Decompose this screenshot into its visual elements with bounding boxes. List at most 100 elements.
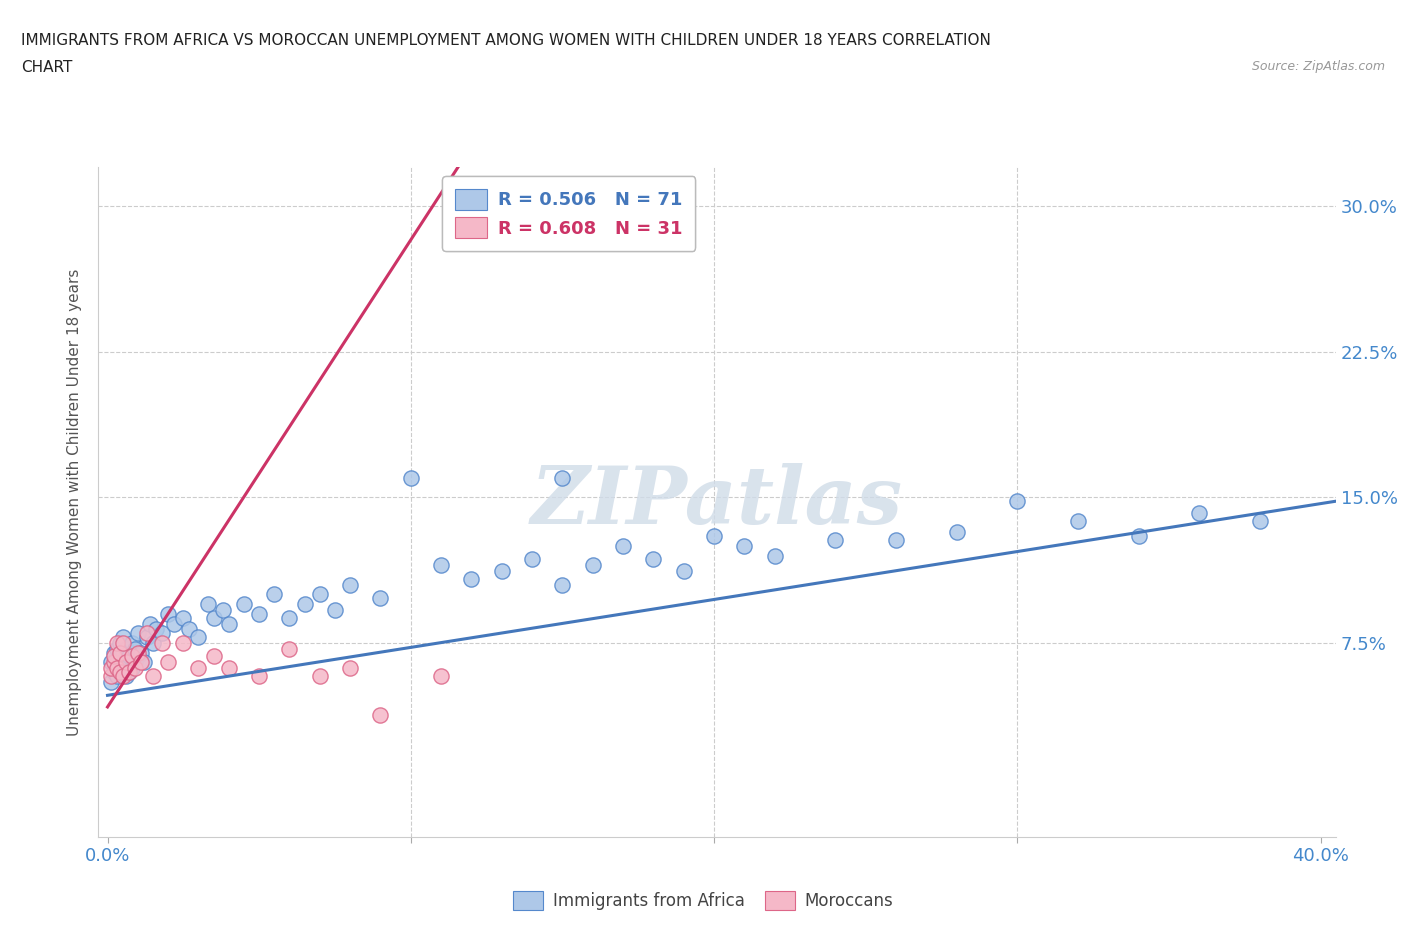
Point [763,548,786,563]
Point [114,655,136,670]
Point [672,564,695,578]
Text: ZIPatlas: ZIPatlas [531,463,903,541]
Point [103,645,125,660]
Point [294,597,316,612]
Point [323,603,346,618]
Point [399,471,422,485]
Point [187,660,209,675]
Point [1007,494,1029,509]
Point [127,645,149,660]
Point [129,655,152,670]
Point [118,665,141,680]
Point [247,669,270,684]
Point [551,578,574,592]
Point [127,649,149,664]
Point [179,622,201,637]
Point [263,587,285,602]
Point [339,660,361,675]
Point [703,529,725,544]
Point [100,660,122,675]
Legend: R = 0.506   N = 71, R = 0.608   N = 31: R = 0.506 N = 71, R = 0.608 N = 31 [441,177,695,251]
Point [111,645,134,660]
Point [157,655,180,670]
Point [108,635,131,650]
Point [108,645,131,660]
Point [121,635,143,650]
Point [278,642,301,657]
Point [124,642,146,657]
Point [643,552,665,567]
Point [308,587,330,602]
Point [136,630,159,644]
Text: CHART: CHART [21,60,73,75]
Point [491,564,513,578]
Point [105,642,128,657]
Point [105,669,128,684]
Point [114,642,136,657]
Point [218,660,240,675]
Point [370,708,392,723]
Point [150,635,173,650]
Point [142,669,165,684]
Point [157,606,180,621]
Point [308,669,330,684]
Point [124,660,146,675]
Point [129,645,152,660]
Point [582,558,605,573]
Point [945,525,967,539]
Point [118,665,141,680]
Point [1188,505,1211,520]
Point [233,597,256,612]
Y-axis label: Unemployment Among Women with Children Under 18 years: Unemployment Among Women with Children U… [67,269,83,736]
Point [139,616,162,631]
Point [520,219,543,233]
Point [1249,513,1271,528]
Point [824,533,846,548]
Text: Source: ZipAtlas.com: Source: ZipAtlas.com [1251,60,1385,73]
Point [884,533,907,548]
Point [111,669,134,684]
Point [111,630,134,644]
Point [172,610,194,625]
Point [163,616,186,631]
Point [150,626,173,641]
Point [218,616,240,631]
Point [105,655,128,670]
Point [111,635,134,650]
Point [551,471,574,485]
Point [370,591,392,605]
Point [612,538,634,553]
Point [105,660,128,675]
Point [733,538,755,553]
Point [118,649,141,664]
Point [136,626,159,641]
Point [127,626,149,641]
Point [114,655,136,670]
Point [430,669,453,684]
Point [202,610,225,625]
Point [108,665,131,680]
Legend: Immigrants from Africa, Moroccans: Immigrants from Africa, Moroccans [506,884,900,917]
Point [187,630,209,644]
Point [197,597,219,612]
Point [108,649,131,664]
Point [114,669,136,684]
Point [103,665,125,680]
Point [339,578,361,592]
Point [211,603,233,618]
Point [1067,513,1090,528]
Point [100,669,122,684]
Point [247,606,270,621]
Point [121,649,143,664]
Point [172,635,194,650]
Point [1128,529,1150,544]
Point [132,655,155,670]
Point [105,635,128,650]
Point [142,635,165,650]
Point [121,660,143,675]
Point [103,655,125,670]
Point [103,649,125,664]
Point [108,665,131,680]
Point [124,655,146,670]
Point [111,660,134,675]
